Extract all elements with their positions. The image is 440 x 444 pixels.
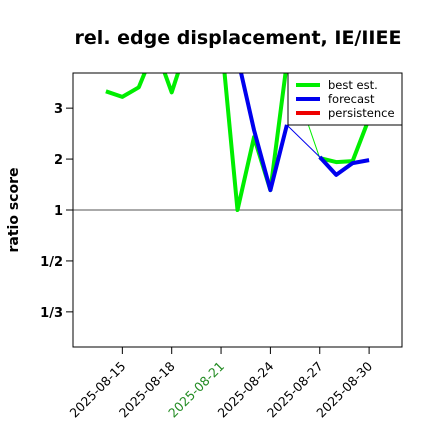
legend-label: best est. [328, 78, 378, 92]
chart-title: rel. edge displacement, IE/IIEE [75, 27, 402, 49]
series-line [319, 117, 371, 165]
y-tick-label: 1/2 [40, 255, 63, 270]
gap-connector [286, 124, 321, 158]
legend-label: persistence [328, 106, 395, 120]
y-tick-label: 3 [54, 102, 63, 117]
legend-label: forecast [328, 92, 375, 106]
series-line [318, 155, 370, 177]
y-tick-label: 1/3 [40, 306, 63, 321]
plot-area [73, 73, 402, 212]
y-tick-label: 2 [54, 153, 63, 168]
series-line [239, 73, 289, 193]
y-axis-label: ratio score [6, 168, 22, 253]
series-line [105, 73, 288, 212]
axes: 3211/21/32025-08-152025-08-182025-08-212… [40, 102, 375, 420]
y-tick-label: 1 [54, 204, 63, 219]
